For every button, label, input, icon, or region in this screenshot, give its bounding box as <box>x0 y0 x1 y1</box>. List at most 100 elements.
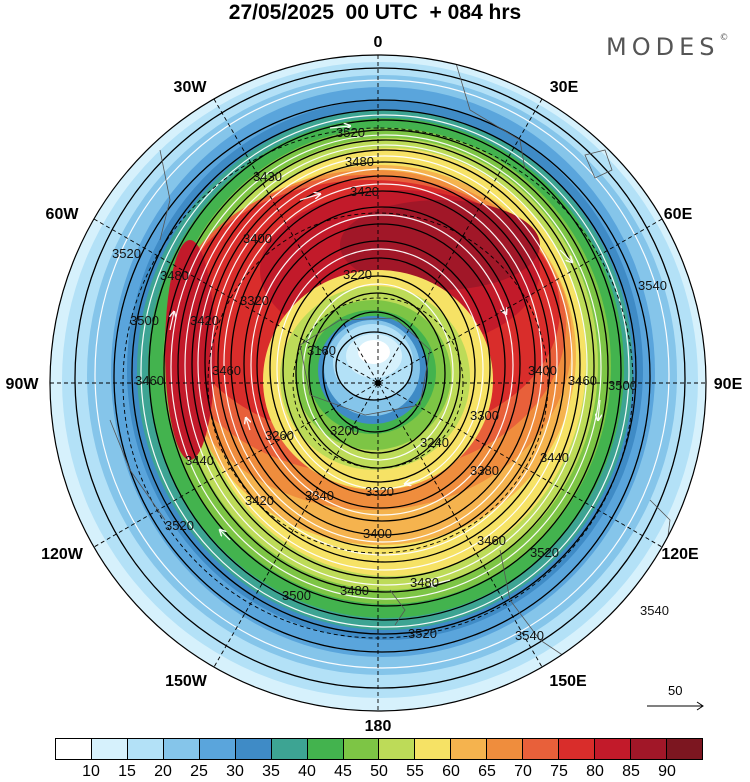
contour-label: 3340 <box>305 488 334 503</box>
colorbar-tick-label: 15 <box>118 763 136 780</box>
lon-label-150w: 150W <box>165 673 207 690</box>
brand-mark: © <box>719 33 729 43</box>
contour-label: 3540 <box>640 603 669 618</box>
lon-label-30e: 30E <box>549 79 579 96</box>
contour-label: 3460 <box>477 533 506 548</box>
coastlines <box>109 59 671 661</box>
contour-label: 3520 <box>530 545 559 560</box>
colorbar-swatch <box>487 739 524 759</box>
colorbar-tick-label: 20 <box>154 763 172 780</box>
wind-arrow-icon <box>647 701 704 711</box>
colorbar-tick-label: 90 <box>658 763 676 780</box>
pole-marker <box>375 380 381 386</box>
colorbar-tick-label: 35 <box>262 763 280 780</box>
contour-label: 3400 <box>528 363 557 378</box>
colorbar-swatch <box>271 739 308 759</box>
colorbar-swatch <box>91 739 128 759</box>
colorbar-swatch <box>235 739 272 759</box>
brand-logo: MODES© <box>606 33 728 61</box>
colorbar-tick-label: 10 <box>82 763 100 780</box>
contour-label: 3460 <box>568 373 597 388</box>
contour-label: 3500 <box>282 588 311 603</box>
lon-label-120w: 120W <box>41 546 83 563</box>
contour-label: 3480 <box>340 583 369 598</box>
contour-label: 3480 <box>345 154 374 169</box>
lon-label-150e: 150E <box>549 673 587 690</box>
colorbar-swatch <box>595 739 631 759</box>
contour-label: 3380 <box>470 463 499 478</box>
height-contours <box>74 67 686 689</box>
contour-label: 3520 <box>336 125 365 140</box>
map-title: 27/05/2025 00 UTC + 084 hrs <box>228 1 522 24</box>
contour-label: 3400 <box>243 231 272 246</box>
colorbar-tick-label: 85 <box>622 763 640 780</box>
contour-label: 3500 <box>608 378 637 393</box>
contour-label: 3260 <box>265 428 294 443</box>
colorbar-tick-label: 65 <box>478 763 496 780</box>
contour-label: 3430 <box>253 169 282 184</box>
contour-label: 3240 <box>420 435 449 450</box>
contour-label: 3300 <box>470 408 499 423</box>
colorbar-tick-label: 70 <box>514 763 532 780</box>
colorbar-tick-label: 75 <box>550 763 568 780</box>
contour-label: 3540 <box>638 278 667 293</box>
colorbar-tick-label: 55 <box>406 763 424 780</box>
lon-label-90e: 90E <box>713 376 743 393</box>
colorbar-swatch <box>307 739 344 759</box>
colorbar-tick-label: 25 <box>190 763 208 780</box>
colorbar-swatch <box>559 739 596 759</box>
contour-label: 3160 <box>307 343 336 358</box>
contour-label: 3320 <box>240 293 269 308</box>
contour-label: 3440 <box>185 453 214 468</box>
contour-label: 3480 <box>410 575 439 590</box>
contour-label: 3520 <box>165 518 194 533</box>
colorbar-swatch <box>415 739 452 759</box>
contour-label: 3420 <box>245 493 274 508</box>
colorbar-swatch <box>56 739 92 759</box>
brand-text: MODES <box>606 33 720 61</box>
contour-label: 3460 <box>135 373 164 388</box>
colorbar-swatch <box>343 739 380 759</box>
colorbar-swatch <box>523 739 560 759</box>
colorbar-swatch <box>451 739 488 759</box>
lon-label-120e: 120E <box>661 546 699 563</box>
colorbar-swatch <box>379 739 416 759</box>
contour-label: 3220 <box>343 267 372 282</box>
lon-label-60e: 60E <box>663 206 693 223</box>
colorbar-swatch <box>666 739 702 759</box>
streamlines <box>94 79 670 669</box>
contour-label: 3520 <box>112 246 141 261</box>
lon-label-0: 0 <box>373 34 383 51</box>
lon-label-60w: 60W <box>45 206 79 223</box>
contour-label-layer: 3520 3480 3430 3420 3400 3320 3220 3160 … <box>112 125 669 643</box>
colorbar-tick-label: 40 <box>298 763 316 780</box>
vector-reference-label: 50 <box>668 683 683 698</box>
contour-label: 3460 <box>212 363 241 378</box>
colorbar-swatch <box>163 739 200 759</box>
colorbar-swatch <box>631 739 667 759</box>
contour-label: 3540 <box>515 628 544 643</box>
lon-label-180: 180 <box>364 718 392 735</box>
colorbar <box>55 738 703 760</box>
contour-label: 3440 <box>540 450 569 465</box>
contour-label: 3420 <box>350 184 379 199</box>
colorbar-tick-label: 60 <box>442 763 460 780</box>
colorbar-tick-label: 50 <box>370 763 388 780</box>
map-boundary <box>49 54 707 712</box>
lon-label-90w: 90W <box>5 376 39 393</box>
polar-map: 3520 3480 3430 3420 3400 3320 3220 3160 … <box>49 54 707 712</box>
contour-label: 3320 <box>365 484 394 499</box>
colorbar-tick-label: 45 <box>334 763 352 780</box>
contour-label: 3480 <box>160 268 189 283</box>
contour-label: 3500 <box>130 313 159 328</box>
contour-label: 3420 <box>190 313 219 328</box>
colorbar-tick-label: 30 <box>226 763 244 780</box>
contour-label: 3200 <box>330 423 359 438</box>
contour-label: 3520 <box>408 626 437 641</box>
lon-label-30w: 30W <box>173 79 207 96</box>
colorbar-swatch <box>127 739 164 759</box>
graticule <box>50 55 706 711</box>
colorbar-tick-label: 80 <box>586 763 604 780</box>
contour-label: 3400 <box>363 526 392 541</box>
colorbar-swatch <box>199 739 236 759</box>
